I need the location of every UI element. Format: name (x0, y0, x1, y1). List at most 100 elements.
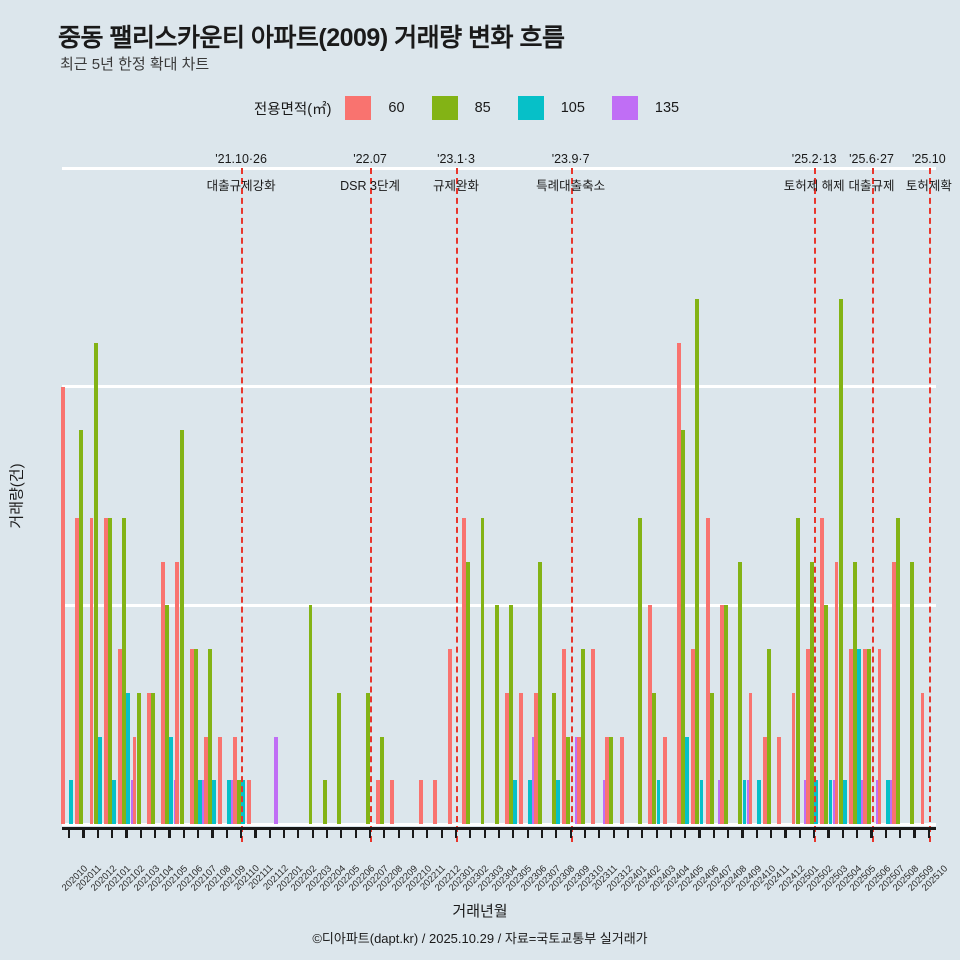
bar-202409-85[interactable] (738, 561, 743, 824)
bar-202507-60[interactable] (877, 649, 882, 824)
bar-202510-60[interactable] (920, 692, 925, 824)
bar-202305-60[interactable] (505, 692, 509, 824)
bar-202310-60[interactable] (576, 736, 581, 824)
bar-202407-85[interactable] (709, 692, 714, 824)
bar-202410-60[interactable] (748, 692, 753, 824)
legend-item-60[interactable]: 60 (345, 96, 421, 120)
bar-202309-60[interactable] (562, 649, 567, 824)
bar-202406-60[interactable] (691, 649, 696, 824)
bar-202405-105[interactable] (685, 736, 690, 824)
bar-202502-60[interactable] (805, 649, 810, 824)
bar-202107-105[interactable] (198, 780, 202, 824)
bar-202307-60[interactable] (533, 692, 538, 824)
bar-202012-60[interactable] (89, 517, 94, 824)
bar-202405-60[interactable] (676, 342, 681, 824)
bar-202301-60[interactable] (447, 649, 452, 824)
bar-202101-60[interactable] (103, 517, 108, 824)
bar-202011-85[interactable] (79, 430, 84, 824)
legend-item-85[interactable]: 85 (431, 96, 508, 120)
bar-202309-85[interactable] (566, 736, 571, 824)
bar-202411-60[interactable] (762, 736, 767, 824)
bar-202107-85[interactable] (193, 649, 198, 824)
bar-202012-85[interactable] (93, 342, 98, 824)
bar-202504-105[interactable] (842, 780, 847, 824)
bar-202101-85[interactable] (107, 517, 112, 824)
bar-202501-85[interactable] (795, 517, 800, 824)
bar-202505-105[interactable] (857, 649, 862, 824)
bar-202408-85[interactable] (724, 605, 728, 824)
bar-202507-105[interactable] (885, 780, 890, 824)
bar-202403-85[interactable] (652, 692, 657, 824)
bar-202404-60[interactable] (662, 736, 667, 824)
bar-202209-60[interactable] (390, 780, 395, 824)
bar-202509-85[interactable] (910, 561, 915, 824)
bar-202508-60[interactable] (891, 561, 896, 824)
bar-202506-85[interactable] (867, 649, 872, 824)
bar-202102-105[interactable] (126, 692, 131, 824)
bar-202106-85[interactable] (179, 430, 184, 824)
bar-202102-85[interactable] (122, 517, 127, 824)
bar-202108-105[interactable] (212, 780, 217, 824)
bar-202111-60[interactable] (247, 780, 252, 824)
bar-202110-60[interactable] (232, 736, 237, 824)
bar-202302-60[interactable] (462, 517, 466, 824)
bar-202109-60[interactable] (218, 736, 223, 824)
bar-202402-85[interactable] (638, 517, 643, 824)
bar-202503-60[interactable] (820, 517, 825, 824)
bar-202508-85[interactable] (896, 517, 900, 824)
bar-202212-60[interactable] (433, 780, 438, 824)
bar-202505-85[interactable] (853, 561, 857, 824)
bar-202303-85[interactable] (480, 517, 485, 824)
bar-202306-60[interactable] (519, 692, 524, 824)
bar-202401-60[interactable] (619, 736, 624, 824)
bar-202208-85[interactable] (380, 736, 385, 824)
bar-202105-105[interactable] (169, 736, 174, 824)
bar-202011-60[interactable] (75, 517, 80, 824)
bar-202304-85[interactable] (494, 605, 499, 824)
legend-item-135[interactable]: 135 (611, 96, 696, 120)
bar-202204-85[interactable] (322, 780, 327, 824)
bar-202302-85[interactable] (466, 561, 471, 824)
bar-202504-60[interactable] (834, 561, 839, 824)
bar-202406-85[interactable] (695, 299, 700, 824)
bar-202205-85[interactable] (337, 692, 342, 824)
bar-202305-105[interactable] (513, 780, 518, 824)
bar-202307-85[interactable] (537, 561, 542, 824)
bar-202411-85[interactable] (767, 649, 771, 824)
bar-202308-85[interactable] (552, 692, 557, 824)
bar-202405-85[interactable] (681, 430, 685, 824)
bar-202403-60[interactable] (648, 605, 653, 824)
bar-202105-85[interactable] (165, 605, 170, 824)
bar-202407-60[interactable] (705, 517, 710, 824)
bar-202104-60[interactable] (146, 692, 151, 824)
bar-202112-135[interactable] (273, 736, 278, 824)
bar-202010-60[interactable] (60, 386, 65, 824)
bar-202306-105[interactable] (527, 780, 532, 824)
bar-202010-105[interactable] (69, 780, 74, 824)
bar-202502-85[interactable] (810, 561, 814, 824)
bar-202102-60[interactable] (118, 649, 123, 824)
bar-202503-105[interactable] (828, 780, 833, 824)
bar-202310-85[interactable] (580, 649, 585, 824)
bar-202108-85[interactable] (208, 649, 213, 824)
bar-202503-85[interactable] (824, 605, 829, 824)
bar-202203-85[interactable] (308, 605, 313, 824)
bar-202412-60[interactable] (777, 736, 782, 824)
bar-202311-60[interactable] (590, 649, 595, 824)
bar-202105-60[interactable] (161, 561, 166, 824)
bar-202410-105[interactable] (756, 780, 761, 824)
bar-202403-105[interactable] (656, 780, 661, 824)
bar-202312-85[interactable] (609, 736, 614, 824)
bar-202409-105[interactable] (742, 780, 747, 824)
bar-202101-105[interactable] (112, 780, 117, 824)
legend-item-105[interactable]: 105 (517, 96, 602, 120)
bar-202107-60[interactable] (189, 649, 194, 824)
bar-202211-60[interactable] (419, 780, 423, 824)
bar-202104-85[interactable] (150, 692, 155, 824)
bar-202208-60[interactable] (376, 780, 380, 824)
bar-202506-60[interactable] (863, 649, 868, 824)
bar-202504-85[interactable] (838, 299, 843, 824)
bar-202312-60[interactable] (605, 736, 610, 824)
bar-202501-60[interactable] (791, 692, 796, 824)
bar-202110-85[interactable] (236, 780, 241, 824)
